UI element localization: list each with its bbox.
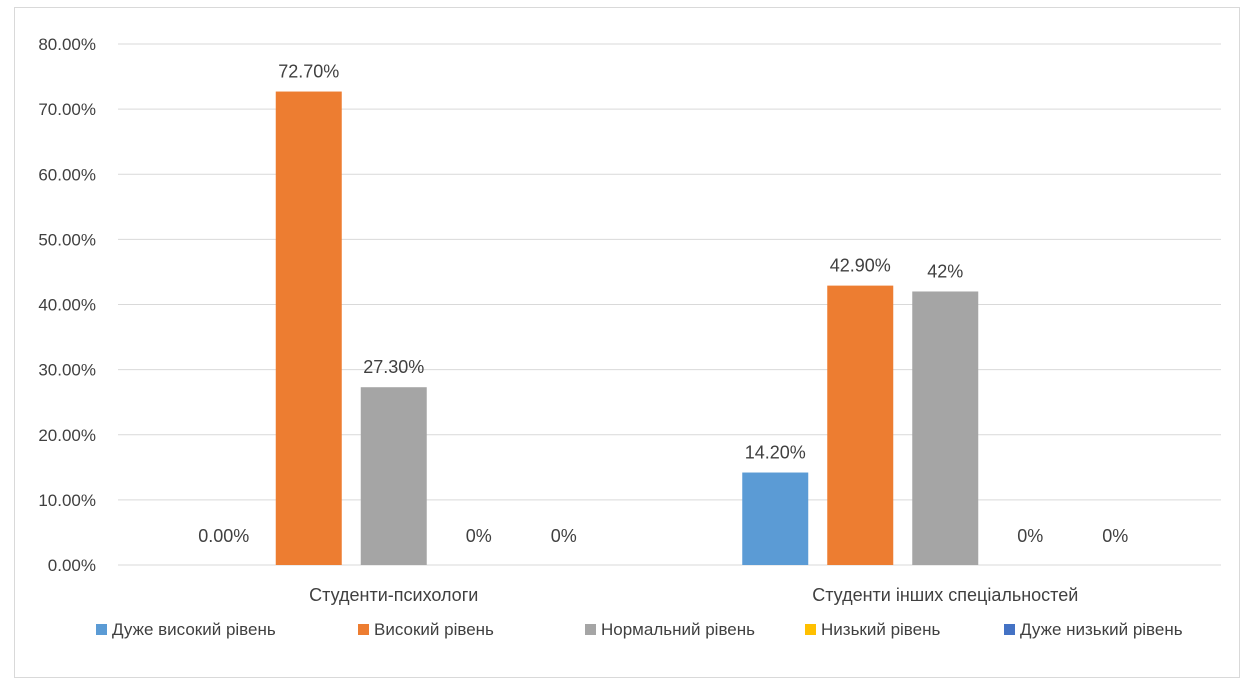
y-tick-label: 40.00% (38, 296, 96, 315)
y-tick-label: 10.00% (38, 491, 96, 510)
data-label: 0.00% (198, 526, 249, 546)
y-tick-label: 80.00% (38, 35, 96, 54)
data-label: 42.90% (830, 256, 891, 276)
bar (275, 91, 342, 565)
data-label: 0% (1017, 526, 1043, 546)
legend-label: Дуже низький рівень (1020, 620, 1183, 639)
legend: Дуже високий рівень Високий рівень Нормаль… (96, 620, 1183, 639)
y-tick-label: 30.00% (38, 361, 96, 380)
legend-swatch (358, 624, 369, 635)
legend-swatch (96, 624, 107, 635)
bar (912, 291, 979, 565)
bar (742, 472, 809, 565)
y-tick-label: 0.00% (48, 556, 96, 575)
x-tick-label: Студенти інших спеціальностей (812, 585, 1078, 605)
chart-frame (14, 7, 1240, 678)
y-tick-label: 60.00% (38, 165, 96, 184)
y-tick-label: 50.00% (38, 230, 96, 249)
y-tick-label: 20.00% (38, 426, 96, 445)
bars (275, 91, 979, 565)
y-tick-label: 70.00% (38, 100, 96, 119)
x-tick-label: Студенти-психологи (309, 585, 478, 605)
legend-swatch (585, 624, 596, 635)
bar (360, 387, 427, 565)
y-axis-ticks: 0.00% 10.00% 20.00% 30.00% 40.00% 50.00% 60.00… (38, 35, 96, 575)
data-label: 72.70% (278, 62, 339, 82)
data-label: 42% (927, 261, 963, 281)
data-label: 27.30% (363, 357, 424, 377)
data-labels: 0.00% 72.70% 27.30% 0% 0% 14.20% 42.90% 42% 0% 0% (198, 62, 1128, 546)
legend-swatch (805, 624, 816, 635)
legend-label: Нормальний рівень (601, 620, 755, 639)
data-label: 14.20% (745, 443, 806, 463)
bar (827, 285, 894, 565)
data-label: 0% (466, 526, 492, 546)
data-label: 0% (1102, 526, 1128, 546)
legend-label: Низький рівень (821, 620, 940, 639)
data-label: 0% (551, 526, 577, 546)
x-axis-labels: Студенти-психологи Студенти інших спеціал… (309, 585, 1078, 605)
legend-label: Дуже високий рівень (112, 620, 276, 639)
legend-swatch (1004, 624, 1015, 635)
legend-label: Високий рівень (374, 620, 494, 639)
